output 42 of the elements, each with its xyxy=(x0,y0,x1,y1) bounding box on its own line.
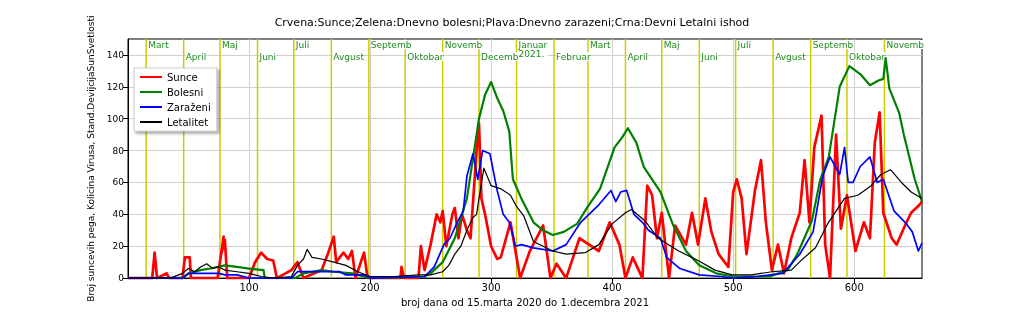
y-tick-label: 120 xyxy=(106,81,125,92)
legend-label: Bolesni xyxy=(167,86,204,98)
x-tick-label: 500 xyxy=(723,281,743,293)
y-tick-label: 100 xyxy=(106,113,125,124)
ref-line-label: Novemb xyxy=(886,39,925,50)
ref-line-label: Januar 2021. xyxy=(517,39,548,59)
legend-label: Sunce xyxy=(167,71,198,83)
ref-line-label: Decemb xyxy=(481,51,519,62)
x-tick-label: 300 xyxy=(481,281,501,293)
x-tick-label: 600 xyxy=(844,281,864,293)
ref-line-label: Oktobar xyxy=(848,51,886,62)
ref-line-label: April xyxy=(185,51,207,62)
ref-line-label: Juni xyxy=(258,51,277,62)
y-tick-label: 40 xyxy=(112,209,125,220)
ref-line-label: Juni xyxy=(700,51,718,62)
ref-line-label: Juli xyxy=(736,39,751,50)
x-tick-label: 200 xyxy=(360,281,380,293)
ref-line-label: Septemb xyxy=(370,39,412,50)
ref-line-label: Maj xyxy=(221,39,238,50)
ref-line-label: Novemb xyxy=(444,39,483,50)
y-tick-label: 140 xyxy=(106,49,125,60)
ref-line-label: Mart xyxy=(589,39,611,50)
y-tick-label: 80 xyxy=(112,145,125,156)
ref-line-label: Mart xyxy=(148,39,170,50)
legend-label: Zaraženi xyxy=(167,101,211,113)
legend-label: Letalitet xyxy=(167,116,209,128)
ref-line-label: Juli xyxy=(294,39,310,50)
ref-line-label: Septemb xyxy=(812,39,854,50)
y-tick-label: 20 xyxy=(112,241,125,252)
ref-line-label: Maj xyxy=(663,39,680,50)
chart-title: Crvena:Sunce;Zelena:Dnevno bolesni;Plava:Dnevno zarazeni;Crna:Devni Letalni ishod xyxy=(274,16,750,29)
ref-line-label: Avgust xyxy=(333,51,365,62)
ref-line-label: Avgust xyxy=(775,51,807,62)
x-tick-label: 100 xyxy=(239,281,259,293)
y-tick-label: 60 xyxy=(112,177,125,188)
x-axis-title: broj dana od 15.marta 2020 do 1.decembra 2021 xyxy=(400,296,650,308)
y-axis-title: Broj suncevih pega, Kolicina Virusa, Stand.DevijcijaSunSvetlosti xyxy=(86,15,97,302)
ref-line-label: April xyxy=(627,51,649,62)
ref-line-label: Februar xyxy=(556,51,591,62)
x-tick-label: 400 xyxy=(602,281,622,293)
ref-line-label: Oktobar xyxy=(407,51,444,62)
y-tick-label: 0 xyxy=(118,273,125,284)
